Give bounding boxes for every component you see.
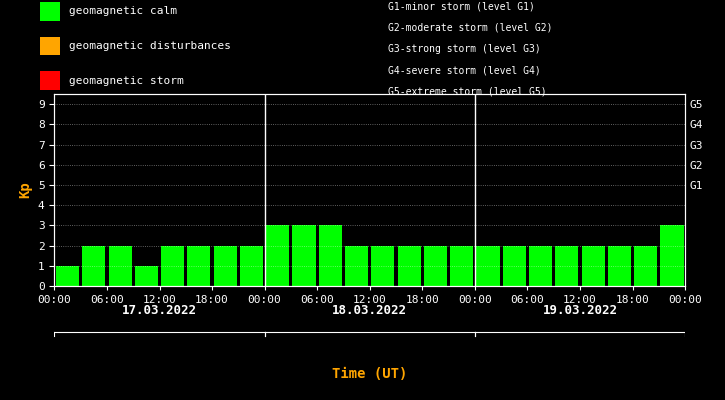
Bar	[266, 225, 289, 286]
Bar	[450, 246, 473, 286]
Bar	[345, 246, 368, 286]
Bar	[371, 246, 394, 286]
Text: 17.03.2022: 17.03.2022	[122, 304, 197, 317]
Text: geomagnetic storm: geomagnetic storm	[69, 76, 183, 86]
Bar	[56, 266, 79, 286]
Text: geomagnetic calm: geomagnetic calm	[69, 6, 177, 16]
Text: G2-moderate storm (level G2): G2-moderate storm (level G2)	[388, 23, 552, 33]
Text: G5-extreme storm (level G5): G5-extreme storm (level G5)	[388, 86, 547, 96]
Text: G1-minor storm (level G1): G1-minor storm (level G1)	[388, 2, 535, 12]
Bar	[581, 246, 605, 286]
Bar	[634, 246, 658, 286]
Bar	[82, 246, 105, 286]
Text: G4-severe storm (level G4): G4-severe storm (level G4)	[388, 65, 541, 75]
Bar	[187, 246, 210, 286]
Bar	[135, 266, 158, 286]
Bar	[40, 2, 60, 21]
Bar	[476, 246, 500, 286]
Bar	[40, 72, 60, 90]
Text: Time (UT): Time (UT)	[332, 367, 407, 381]
Bar	[502, 246, 526, 286]
Bar	[660, 225, 684, 286]
Bar	[529, 246, 552, 286]
Bar	[40, 37, 60, 56]
Y-axis label: Kp: Kp	[18, 182, 33, 198]
Bar	[424, 246, 447, 286]
Bar	[214, 246, 237, 286]
Text: G3-strong storm (level G3): G3-strong storm (level G3)	[388, 44, 541, 54]
Bar	[397, 246, 420, 286]
Text: 18.03.2022: 18.03.2022	[332, 304, 407, 317]
Bar	[319, 225, 342, 286]
Bar	[161, 246, 184, 286]
Text: 19.03.2022: 19.03.2022	[542, 304, 618, 317]
Bar	[240, 246, 263, 286]
Bar	[555, 246, 579, 286]
Bar	[109, 246, 132, 286]
Bar	[608, 246, 631, 286]
Bar	[292, 225, 315, 286]
Text: geomagnetic disturbances: geomagnetic disturbances	[69, 41, 231, 51]
